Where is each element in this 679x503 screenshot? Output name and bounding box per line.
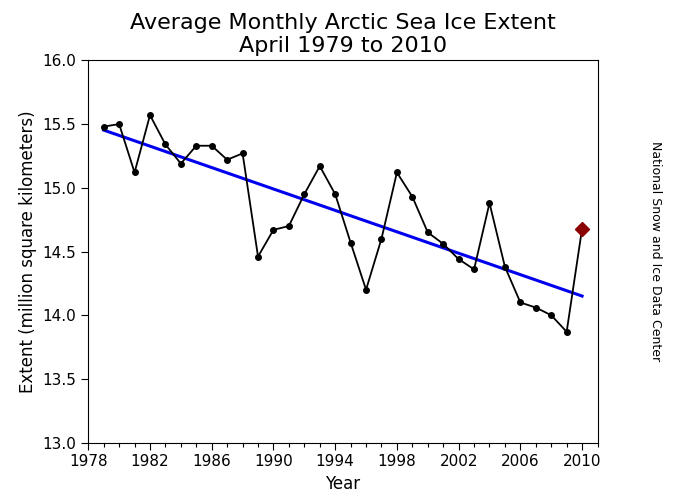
X-axis label: Year: Year [325,475,361,493]
Y-axis label: Extent (million square kilometers): Extent (million square kilometers) [19,110,37,393]
Text: National Snow and Ice Data Center: National Snow and Ice Data Center [648,141,662,362]
Title: Average Monthly Arctic Sea Ice Extent
April 1979 to 2010: Average Monthly Arctic Sea Ice Extent Ap… [130,13,556,56]
